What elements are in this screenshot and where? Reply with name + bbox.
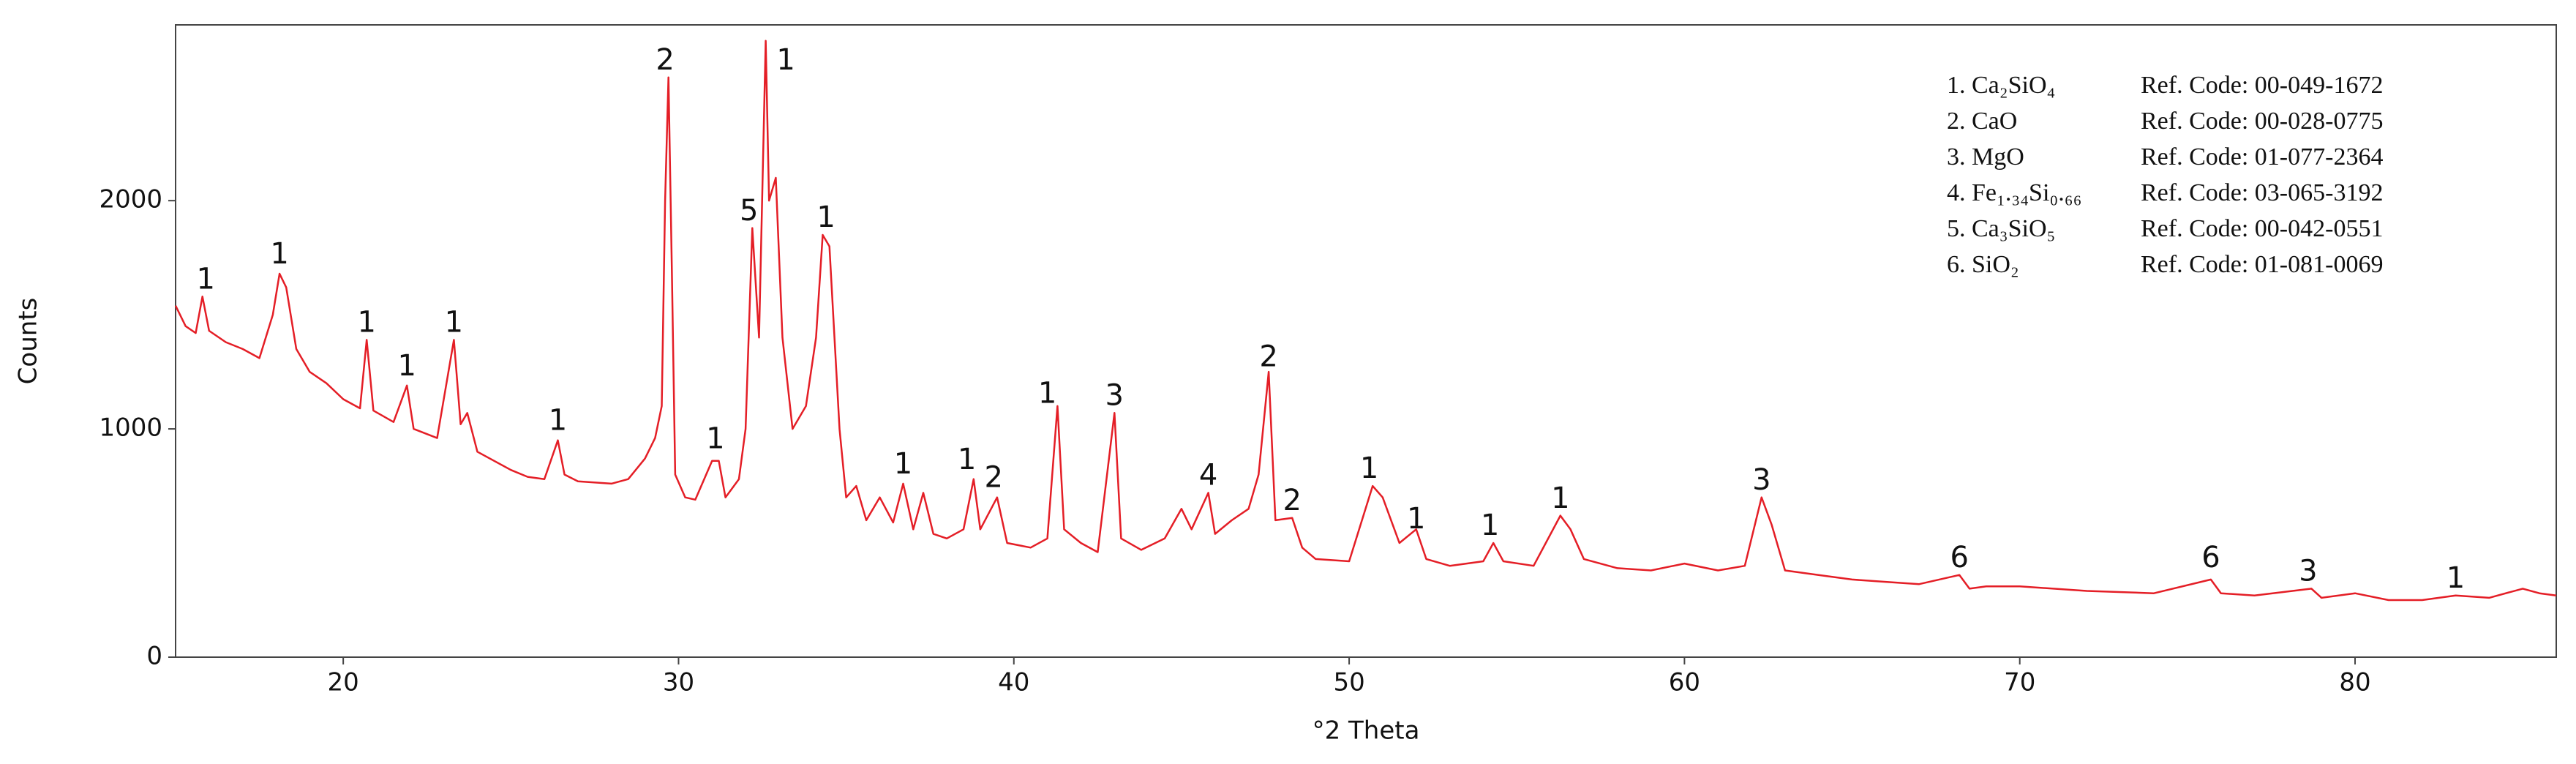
peak-label: 1 — [816, 201, 835, 234]
peak-label: 2 — [656, 43, 674, 77]
y-tick-label: 1000 — [99, 413, 162, 443]
peak-label: 3 — [2299, 555, 2317, 588]
peak-label: 1 — [894, 447, 912, 481]
legend-name: 2. CaO — [1947, 108, 2017, 135]
legend-name: 1. Ca₂SiO₄ — [1947, 72, 2055, 99]
x-tick-label: 80 — [2339, 668, 2370, 697]
legend-ref: Ref. Code: 01-081-0069 — [2141, 251, 2383, 278]
peak-label: 1 — [358, 306, 376, 340]
peak-label: 1 — [1407, 502, 1425, 536]
x-tick-label: 40 — [998, 668, 1029, 697]
legend-ref: Ref. Code: 00-042-0551 — [2141, 215, 2383, 242]
x-tick-label: 50 — [1333, 668, 1364, 697]
peak-label: 1 — [398, 349, 416, 383]
x-axis-label: °2 Theta — [1313, 716, 1420, 746]
peak-label: 1 — [958, 443, 976, 476]
peak-label: 4 — [1199, 459, 1217, 493]
peak-label: 2 — [1283, 484, 1301, 517]
x-tick-label: 20 — [328, 668, 359, 697]
legend-ref: Ref. Code: 03-065-3192 — [2141, 179, 2383, 206]
peak-label: 2 — [985, 461, 1003, 495]
peak-label: 1 — [197, 262, 215, 296]
plot-frame — [175, 24, 2557, 658]
peak-label: 1 — [445, 306, 463, 340]
peak-label: 6 — [1950, 541, 1968, 574]
x-tick-label: 60 — [1669, 668, 1700, 697]
peak-label: 1 — [776, 43, 795, 77]
peak-label: 1 — [706, 422, 724, 456]
legend-name: 4. Fe₁.₃₄Si₀.₆₆ — [1947, 179, 2081, 206]
xrd-pattern — [174, 40, 2557, 602]
peak-label: 1 — [549, 404, 567, 438]
legend-name: 3. MgO — [1947, 143, 2024, 171]
legend-ref: Ref. Code: 01-077-2364 — [2141, 143, 2383, 171]
peak-label: 1 — [1551, 482, 1569, 515]
legend-name: 5. Ca₃SiO₅ — [1947, 215, 2055, 242]
y-tick-label: 2000 — [99, 185, 162, 214]
peak-label: 1 — [2447, 561, 2465, 595]
y-tick-label: 0 — [146, 642, 162, 671]
peak-label: 2 — [1259, 340, 1277, 373]
legend-ref: Ref. Code: 00-049-1672 — [2141, 72, 2383, 99]
legend-name: 6. SiO₂ — [1947, 251, 2019, 278]
peak-label: 1 — [1481, 509, 1499, 542]
peak-label: 3 — [1752, 463, 1770, 497]
peak-label: 1 — [1038, 376, 1056, 410]
peak-label: 1 — [270, 237, 288, 271]
peak-label: 3 — [1105, 378, 1124, 412]
x-tick-label: 70 — [2004, 668, 2035, 697]
y-axis-label: Counts — [14, 298, 43, 385]
legend-ref: Ref. Code: 00-028-0775 — [2141, 108, 2383, 135]
peak-label: 5 — [740, 194, 758, 228]
peak-label: 1 — [1360, 452, 1378, 485]
peak-label: 6 — [2201, 541, 2220, 574]
x-tick-label: 30 — [663, 668, 694, 697]
